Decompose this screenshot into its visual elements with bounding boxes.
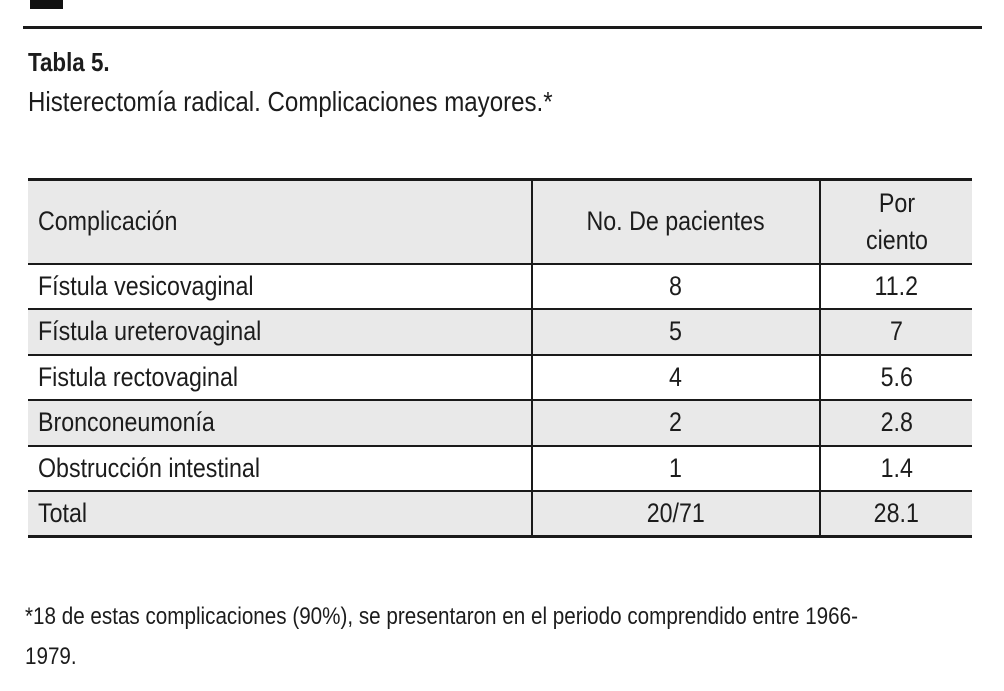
table-row: Obstrucción intestinal 1 1.4 (28, 444, 972, 491)
cell-percent: 2.8 (819, 399, 972, 446)
header-complication-label: Complicación (38, 206, 178, 237)
cell-complication: Obstrucción intestinal (28, 444, 532, 491)
cell-percent: 11.2 (819, 262, 972, 309)
cell-patients: 2 (531, 399, 820, 446)
table-title-text: Tabla 5. (28, 47, 110, 77)
cell-patients: 1 (531, 444, 820, 491)
footnote-line1: *18 de estas complicaciones (90%), se pr… (25, 603, 858, 630)
header-percent-label: Por ciento (865, 188, 928, 255)
cell-percent: 7 (819, 308, 972, 355)
cell-complication: Fístula vesicovaginal (28, 262, 532, 309)
complications-table: Complicación No. De pacientes Por ciento… (28, 178, 972, 538)
header-percent: Por ciento (819, 178, 972, 264)
cell-complication: Fístula ureterovaginal (28, 308, 532, 355)
cell-complication: Bronconeumonía (28, 399, 532, 446)
footnote-line2: 1979. (25, 643, 77, 670)
table-row-total: Total 20/71 28.1 (28, 490, 972, 538)
table-subtitle: Histerectomía radical. Complicaciones ma… (28, 86, 638, 118)
table-row: Fístula vesicovaginal 8 11.2 (28, 262, 972, 309)
header-complication: Complicación (28, 178, 532, 264)
cell-patients: 20/71 (531, 490, 820, 538)
table-header-row: Complicación No. De pacientes Por ciento (28, 178, 972, 264)
page-corner-mark (30, 0, 63, 9)
cell-complication: Total (28, 490, 532, 538)
footnote: *18 de estas complicaciones (90%), se pr… (25, 597, 994, 677)
table-title: Tabla 5. (28, 48, 123, 77)
table-subtitle-text: Histerectomía radical. Complicaciones ma… (28, 86, 553, 117)
header-patients: No. De pacientes (531, 178, 820, 264)
header-patients-label: No. De pacientes (586, 206, 766, 237)
cell-patients: 8 (531, 262, 820, 309)
cell-patients: 4 (531, 353, 820, 400)
table-row: Fístula ureterovaginal 5 7 (28, 308, 972, 355)
top-rule (23, 26, 982, 29)
cell-percent: 28.1 (819, 490, 972, 538)
cell-patients: 5 (531, 308, 820, 355)
cell-percent: 5.6 (819, 353, 972, 400)
table-row: Bronconeumonía 2 2.8 (28, 399, 972, 446)
table-row: Fistula rectovaginal 4 5.6 (28, 353, 972, 400)
cell-percent: 1.4 (819, 444, 972, 491)
cell-complication: Fistula rectovaginal (28, 353, 532, 400)
